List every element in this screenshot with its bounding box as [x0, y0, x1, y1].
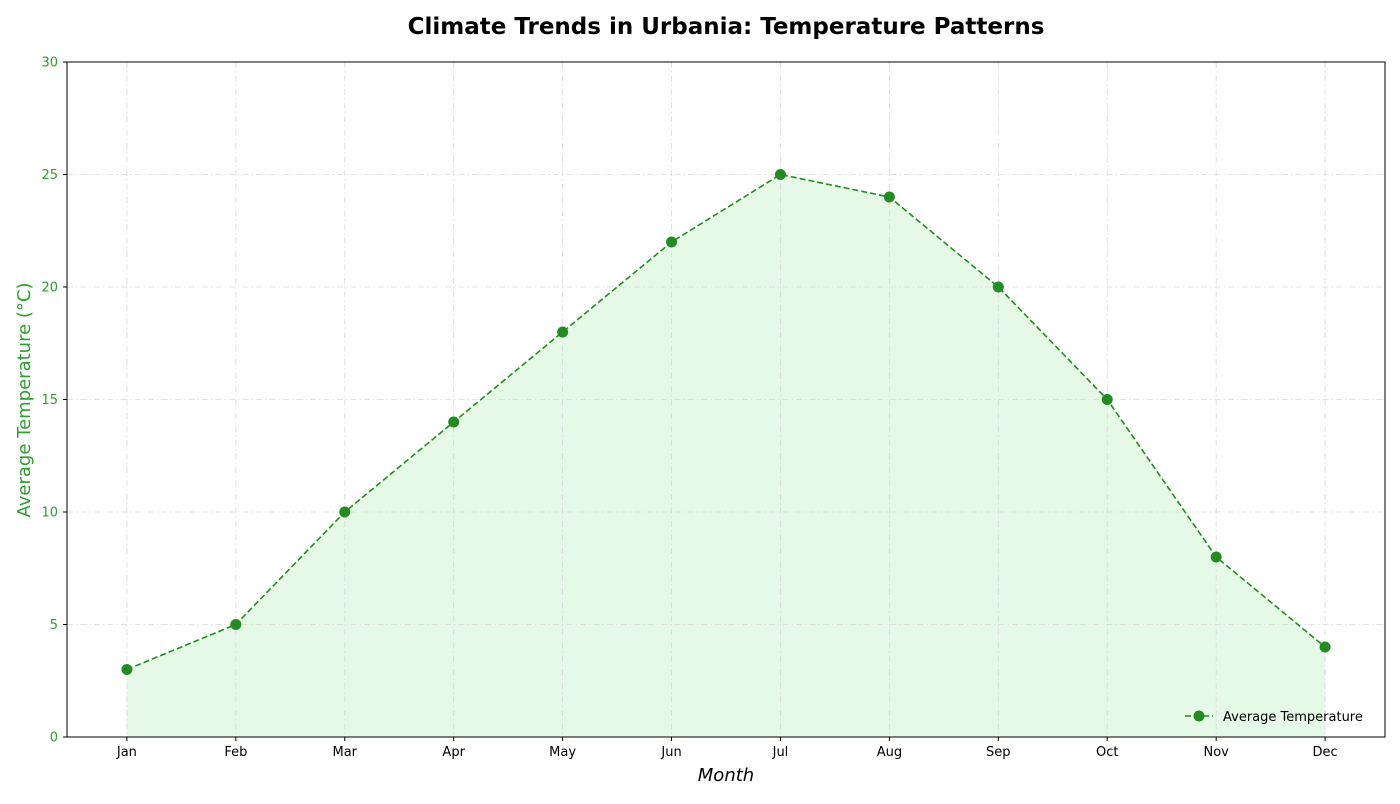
x-tick-label: Nov: [1203, 745, 1229, 760]
data-point: [230, 619, 242, 630]
data-point: [992, 281, 1004, 293]
data-point: [557, 326, 569, 338]
data-point: [121, 664, 133, 675]
data-point: [883, 191, 895, 203]
tick-layer: Jan Feb Mar Apr May Jun Jul Aug Sep Oct Nov Dec 0 5 10…: [41, 56, 1337, 761]
x-tick-label: Jan: [116, 745, 137, 760]
legend-label: Average Temperature: [1223, 710, 1363, 725]
x-tick-label: Sep: [986, 745, 1011, 760]
marker-layer: [121, 169, 1331, 675]
x-tick-label: Mar: [332, 745, 357, 760]
y-tick-label: 10: [41, 506, 58, 521]
data-point: [1319, 641, 1331, 653]
y-axis-label: Average Temperature (°C): [14, 283, 35, 518]
y-tick-label: 0: [50, 731, 58, 746]
x-tick-label: Feb: [224, 745, 247, 760]
x-tick-label: Jul: [772, 745, 789, 760]
y-tick-label: 20: [41, 281, 58, 296]
x-tick-label: Apr: [442, 745, 465, 760]
y-tick-label: 30: [41, 56, 58, 71]
x-axis-label: Month: [698, 765, 754, 786]
data-point: [666, 236, 678, 248]
series-line: [126, 173, 1326, 671]
x-tick-label: Dec: [1313, 745, 1338, 760]
x-tick-label: Aug: [877, 745, 902, 760]
data-point: [339, 506, 351, 518]
data-point: [774, 169, 786, 180]
legend-marker-swatch: [1193, 710, 1205, 722]
y-tick-label: 5: [50, 618, 58, 633]
data-point: [1101, 394, 1113, 405]
legend: Average Temperature: [1185, 710, 1363, 725]
x-tick-label: May: [549, 745, 576, 760]
chart-title: Climate Trends in Urbania: Temperature P…: [408, 14, 1045, 40]
line-layer: [126, 173, 1326, 671]
data-point: [1210, 551, 1222, 563]
y-tick-label: 15: [41, 393, 58, 408]
area-layer: [126, 174, 1326, 737]
data-point: [448, 416, 460, 428]
x-tick-label: Oct: [1096, 745, 1118, 760]
y-tick-label: 25: [41, 168, 58, 183]
area-fill: [126, 174, 1326, 737]
x-tick-label: Jun: [660, 745, 681, 760]
